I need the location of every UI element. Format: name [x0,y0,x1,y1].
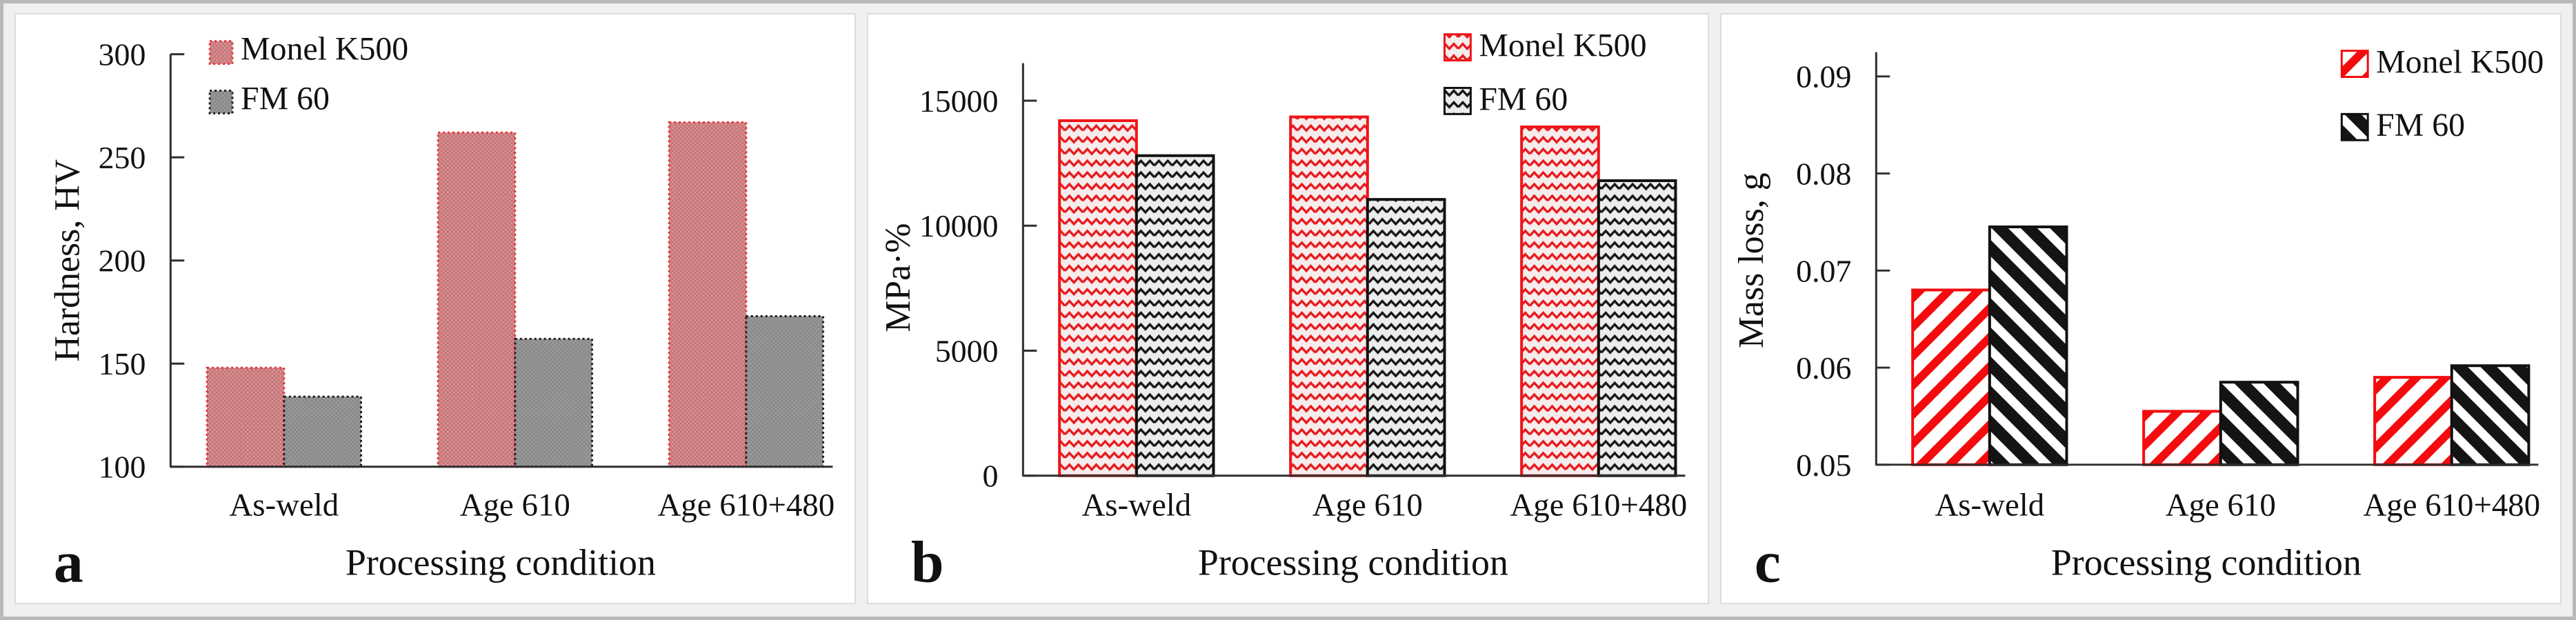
panel-c: 0.05 0.06 0.07 0.08 0.09 As-weld Age 610 Age 61… [1719,13,2562,604]
x-category-label: As-weld [229,488,339,523]
y-axis-title: Hardness, HV [48,159,88,362]
bar-c-monel-2 [2141,410,2222,466]
bar-a-monel-3 [668,121,748,468]
chart-a: 100 150 200 250 300 As-weld Age 610 Age 610+480… [48,31,835,595]
bar-c-fm60-2 [2219,381,2299,466]
x-category-label: Age 610+480 [2363,488,2540,523]
y-axis-title: MPa·% [879,223,918,332]
x-category-label: Age 610+480 [1510,488,1688,523]
y-tick-label: 150 [99,346,146,381]
bar-b-fm60-3 [1597,179,1677,477]
legend-label: FM 60 [1479,81,1568,117]
y-tick-label: 200 [99,243,146,279]
panel-a: 100 150 200 250 300 As-weld Age 610 Age 610+480… [14,13,857,604]
y-tick-label: 0.09 [1796,59,1851,94]
y-tick-label: 300 [99,37,146,72]
y-tick-label: 0.06 [1796,350,1851,386]
legend-label: Monel K500 [241,31,408,68]
y-tick-label: 5000 [935,333,999,368]
legend-swatch-monel-icon [1444,33,1472,62]
chart-b: 0 5000 10000 15000 As-weld Age 610 Age 610+480… [879,28,1687,595]
panel-b: 0 5000 10000 15000 As-weld Age 610 Age 610+480… [867,13,1709,604]
legend-swatch-monel-icon [2340,50,2369,79]
bar-b-fm60-1 [1135,154,1215,477]
bar-c-monel-3 [2373,376,2453,466]
x-axis-title: Processing condition [2051,541,2362,583]
y-tick-label: 0 [983,459,999,494]
bar-a-monel-2 [437,131,517,468]
legend-swatch-monel-icon [208,40,234,66]
bar-c-monel-1 [1910,288,1991,466]
x-axis-title: Processing condition [346,541,656,583]
chart-c-plot: 0.05 0.06 0.07 0.08 0.09 As-weld Age 610 Age 61… [1796,44,2544,523]
bar-a-fm60-1 [283,395,362,468]
x-axis-title: Processing condition [1198,541,1508,583]
bar-b-monel-1 [1058,119,1139,477]
x-category-label: Age 610+480 [657,488,835,523]
y-tick-label: 0.05 [1796,448,1851,483]
legend-swatch-fm60-icon [1444,86,1472,115]
y-tick-label: 250 [99,140,146,175]
x-category-label: Age 610 [2165,488,2275,523]
bar-a-monel-1 [206,366,286,468]
bar-b-monel-2 [1289,115,1370,477]
y-axis-title: Mass loss, g [1731,172,1770,348]
legend-label: Monel K500 [2376,44,2544,81]
x-category-label: As-weld [1935,488,2044,523]
legend-label: Monel K500 [1479,28,1647,64]
panel-letter: b [911,529,944,594]
legend-label: FM 60 [2376,107,2465,143]
y-tick-label: 0.08 [1796,157,1851,192]
x-category-label: Age 610 [1312,488,1423,523]
chart-c: 0.05 0.06 0.07 0.08 0.09 As-weld Age 610 Age 61… [1731,44,2544,595]
legend-label: FM 60 [241,80,330,117]
bar-a-fm60-2 [514,337,593,468]
y-tick-label: 100 [99,450,146,485]
bar-b-fm60-2 [1366,198,1446,477]
panel-letter: a [54,529,83,594]
y-tick-label: 15000 [919,83,999,119]
bar-a-fm60-3 [745,314,824,468]
legend-swatch-fm60-icon [2340,112,2369,141]
y-tick-label: 0.07 [1796,253,1851,288]
legend-swatch-fm60-icon [208,89,234,114]
chart-b-plot: 0 5000 10000 15000 As-weld Age 610 Age 610+480… [919,28,1687,523]
chart-a-plot: 100 150 200 250 300 As-weld Age 610 Age 610+480… [99,31,835,523]
y-tick-label: 10000 [919,208,999,243]
bar-c-fm60-1 [1988,225,2068,466]
bar-c-fm60-3 [2450,364,2530,466]
x-category-label: As-weld [1082,488,1192,523]
bar-b-monel-3 [1520,126,1601,477]
x-category-label: Age 610 [460,488,570,523]
panel-letter: c [1755,529,1781,594]
